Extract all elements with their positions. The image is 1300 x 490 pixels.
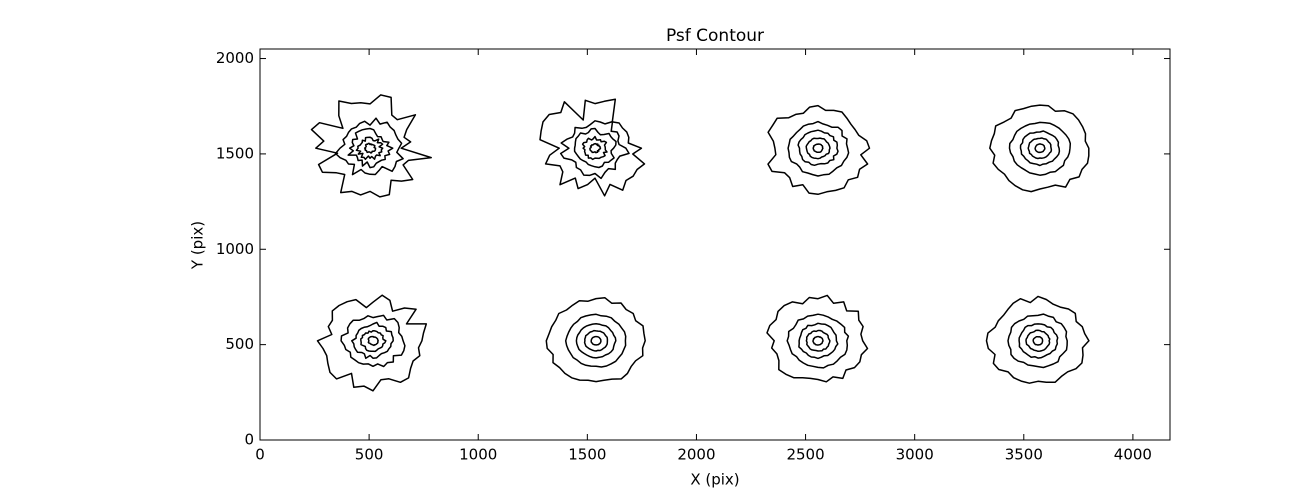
contour-line [367,335,379,347]
contour-line [1032,336,1044,346]
contour-line [1007,313,1068,369]
contour-line [360,329,387,353]
y-tick-label: 1500 [216,144,254,162]
contour-line [351,321,394,360]
contour-line [797,129,839,167]
contour-line [1025,329,1051,353]
contour-line [316,294,428,392]
y-tick-label: 500 [225,335,254,353]
contour-line [564,313,627,368]
contour-line [985,295,1090,384]
x-tick-label: 3500 [1005,446,1043,464]
contour-line [1027,137,1053,160]
contour-line [539,98,646,197]
contour-line [573,127,617,169]
contour-line [334,117,404,176]
contour-line [1008,121,1072,176]
contour-line [1019,130,1061,167]
x-tick-label: 1500 [568,446,606,464]
contour-line [787,120,850,177]
y-tick-label: 2000 [216,49,254,67]
x-tick-label: 4000 [1114,446,1152,464]
x-tick-label: 500 [355,446,384,464]
contour-line [559,120,630,180]
contour-line [1034,143,1046,154]
contour-line [805,137,831,160]
y-axis-label: Y (pix) [189,221,207,270]
x-tick-label: 2000 [677,446,715,464]
contour-line [545,296,646,383]
x-tick-label: 0 [255,446,265,464]
contour-line [989,104,1090,193]
contour-line [575,323,617,359]
contour-line [590,335,602,346]
contour-line [340,314,406,368]
x-axis-label: X (pix) [690,471,739,489]
contour-line [310,94,432,198]
contour-line [786,313,850,369]
contour-line [798,322,839,360]
contour-line [805,329,831,352]
y-tick-label: 1000 [216,240,254,258]
contour-line [589,142,602,154]
contour-line [581,135,608,161]
plot-frame [259,48,1171,441]
x-tick-label: 1000 [459,446,497,464]
y-tick-label: 0 [244,431,254,449]
contour-line [355,136,384,161]
contour-line [363,142,377,154]
contour-line [812,143,824,154]
contour-line [767,104,871,196]
x-tick-label: 2500 [786,446,824,464]
contour-line [766,294,869,383]
contour-line [347,127,394,169]
contour-line [812,335,824,346]
chart-title: Psf Contour [666,26,764,46]
contour-line [1018,323,1059,359]
contour-line [583,329,609,352]
x-tick-label: 3000 [896,446,934,464]
